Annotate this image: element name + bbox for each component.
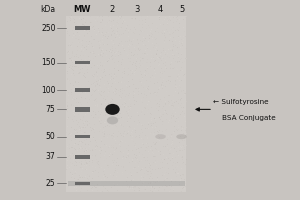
Text: 75: 75 [46,105,56,114]
Text: MW: MW [74,4,91,14]
Text: 50: 50 [46,132,56,141]
Ellipse shape [105,104,120,115]
Text: 150: 150 [41,58,56,67]
FancyBboxPatch shape [66,16,186,192]
FancyBboxPatch shape [75,155,90,159]
Ellipse shape [176,134,187,139]
FancyBboxPatch shape [75,182,90,185]
Ellipse shape [107,116,118,124]
FancyBboxPatch shape [75,26,90,30]
Text: 4: 4 [158,4,163,14]
Text: kDa: kDa [40,4,56,14]
Text: 5: 5 [179,4,184,14]
FancyBboxPatch shape [75,107,90,112]
Text: 25: 25 [46,179,56,188]
Text: 100: 100 [41,86,56,95]
Text: 3: 3 [134,4,139,14]
Text: BSA Conjugate: BSA Conjugate [222,115,276,121]
FancyBboxPatch shape [75,88,90,92]
Text: 2: 2 [110,4,115,14]
Text: 37: 37 [46,152,56,161]
FancyBboxPatch shape [68,181,184,186]
Text: 250: 250 [41,24,56,33]
Ellipse shape [155,134,166,139]
FancyBboxPatch shape [75,135,90,138]
Text: ← Sulfotyrosine: ← Sulfotyrosine [213,99,268,105]
FancyBboxPatch shape [75,61,90,64]
